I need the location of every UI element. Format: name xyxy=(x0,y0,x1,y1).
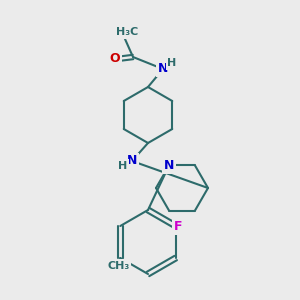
Text: H: H xyxy=(118,161,127,171)
Text: F: F xyxy=(173,220,182,233)
Text: H: H xyxy=(167,58,177,68)
Text: N: N xyxy=(158,62,168,76)
Text: N: N xyxy=(127,154,137,167)
Text: H₃C: H₃C xyxy=(116,27,138,37)
Text: N: N xyxy=(164,159,174,172)
Text: CH₃: CH₃ xyxy=(107,261,129,271)
Text: O: O xyxy=(110,52,120,65)
